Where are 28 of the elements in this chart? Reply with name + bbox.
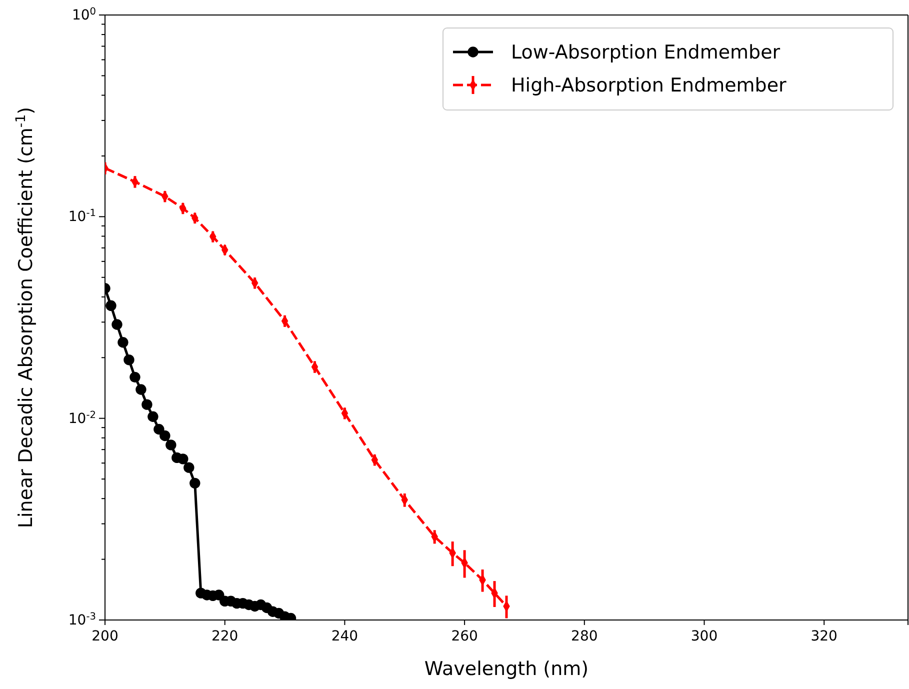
point (124, 354, 134, 366)
point (166, 440, 176, 450)
y-tick-label: 10$^{-3}$ (68, 610, 96, 628)
x-tick-label: 280 (571, 628, 598, 645)
x-tick-label: 200 (92, 628, 118, 645)
point (106, 300, 116, 311)
x-tick-label: 320 (810, 628, 838, 645)
point (118, 337, 128, 348)
x-axis-title: Wavelength (nm) (424, 658, 589, 680)
point (112, 319, 122, 330)
x-tick-label: 220 (211, 628, 238, 645)
point (148, 411, 158, 422)
x-tick-label: 300 (690, 628, 718, 645)
point (184, 462, 194, 473)
x-tick-label: 260 (451, 628, 478, 645)
legend-label: Low-Absorption Endmember (511, 42, 780, 64)
point (154, 424, 164, 435)
point (178, 454, 188, 464)
y-tick-label: 10$^{-2}$ (68, 409, 96, 427)
point (130, 372, 140, 383)
y-tick-label: 10$^{0}$ (72, 6, 96, 24)
point (136, 384, 146, 395)
x-tick-label: 240 (331, 628, 358, 645)
point (160, 430, 170, 442)
legend-label: High-Absorption Endmember (511, 74, 787, 97)
point (190, 478, 200, 489)
point (142, 399, 152, 410)
y-tick-label: 10$^{-1}$ (68, 208, 96, 226)
